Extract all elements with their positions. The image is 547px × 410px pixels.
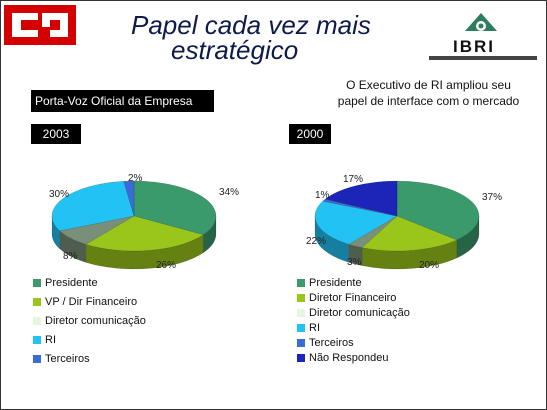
legend-label: RI <box>45 334 56 346</box>
ibri-wordmark: IBRI <box>453 37 495 56</box>
year-label-2000: 2000 <box>289 124 331 144</box>
callout-text: O Executivo de RI ampliou seu papel de i… <box>337 78 520 108</box>
pie-value-label: 8% <box>63 251 78 262</box>
legend-swatch <box>33 317 41 325</box>
legend-swatch <box>33 336 41 344</box>
pie-slice-2000-6 <box>324 180 398 217</box>
legend-item: Terceiros <box>297 337 354 349</box>
pie-value-label: 1% <box>315 190 330 201</box>
year-label-2003: 2003 <box>31 124 81 144</box>
pie-value-label: 2% <box>128 173 143 184</box>
legend-item: Não Respondeu <box>297 352 389 364</box>
pie-value-label: 20% <box>419 260 439 271</box>
title-line-2: estratégico <box>171 35 299 65</box>
legend-item: Presidente <box>33 277 98 289</box>
pie-value-label: 30% <box>49 189 69 200</box>
pie-slice-2003-2 <box>59 215 135 245</box>
pie-slice-2000-1 <box>361 215 458 252</box>
pie-value-label: 22% <box>306 236 326 247</box>
legend-label: Terceiros <box>309 337 354 349</box>
ibri-subtitle-bar <box>429 56 537 60</box>
legend-swatch <box>297 324 305 332</box>
pie-slice-2000-4 <box>314 200 398 245</box>
legend-label: Diretor comunicação <box>45 315 146 327</box>
legend-item: VP / Dir Financeiro <box>33 296 137 308</box>
legend-swatch <box>297 339 305 347</box>
pie-value-label: 17% <box>343 174 363 185</box>
ibri-logo: IBRI <box>421 11 541 63</box>
pie-slice-2003-0 <box>133 180 217 236</box>
legend-label: Terceiros <box>45 353 90 365</box>
legend-swatch <box>297 279 305 287</box>
legend-swatch <box>297 294 305 302</box>
title-line-1: Papel cada vez mais <box>131 10 371 40</box>
pie-2003: 34% 26% 8% 30% 2% <box>49 173 239 271</box>
ibri-eye-icon <box>465 13 497 31</box>
pie-value-label: 34% <box>219 187 239 198</box>
pie-slice-2003-1 <box>85 215 204 252</box>
pie-value-label: 3% <box>347 257 362 268</box>
legend-item: Presidente <box>297 277 362 289</box>
legend-item: RI <box>297 322 320 334</box>
legend-swatch <box>33 279 41 287</box>
legend-label: VP / Dir Financeiro <box>45 296 138 308</box>
spokesperson-label: Porta-Voz Oficial da Empresa <box>31 90 214 112</box>
legend-swatch <box>33 298 41 306</box>
legend-label: Diretor comunicação <box>309 307 410 319</box>
pie-value-label: 26% <box>156 260 176 271</box>
legend-item: Terceiros <box>33 353 90 365</box>
legend-label: Presidente <box>45 277 98 289</box>
pie-slice-2003-4 <box>51 181 135 232</box>
pie-wall-2003-2 <box>59 230 87 263</box>
pie-slice-2003-5 <box>123 180 135 217</box>
legend-swatch <box>297 309 305 317</box>
company-logo <box>4 5 76 45</box>
legend-item: Diretor Financeiro <box>297 292 396 304</box>
legend-label: Presidente <box>309 277 362 289</box>
legend-item: Diretor comunicação <box>33 315 146 327</box>
legend-item: RI <box>33 334 56 346</box>
pie-2000: 37% 20% 3% 22% 1% 17% <box>306 174 502 271</box>
legend-swatch <box>33 355 41 363</box>
legend-label: Não Respondeu <box>309 352 389 364</box>
pie-value-label: 37% <box>482 192 502 203</box>
legend-swatch <box>297 354 305 362</box>
pie-slice-2000-5 <box>322 198 398 217</box>
legend-item: Diretor comunicação <box>297 307 410 319</box>
slide-title: Papel cada vez mais estratégico <box>131 10 431 65</box>
pie-slice-2000-2 <box>348 215 398 248</box>
pie-wall-2003-1 <box>85 234 204 270</box>
legend-label: Diretor Financeiro <box>309 292 397 304</box>
legend-label: RI <box>309 322 320 334</box>
pie-slice-2000-0 <box>396 180 480 241</box>
